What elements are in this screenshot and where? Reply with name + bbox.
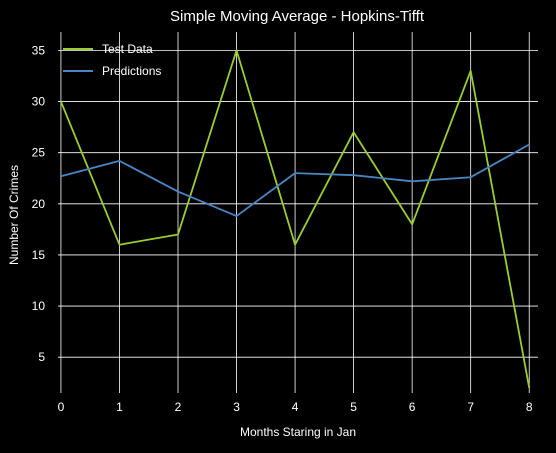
y-tick-label: 25 — [32, 146, 46, 160]
y-tick-label: 5 — [38, 350, 45, 364]
x-tick-label: 5 — [350, 400, 357, 414]
legend-label: Predictions — [102, 64, 161, 78]
x-tick-label: 7 — [467, 400, 474, 414]
y-tick-label: 15 — [32, 248, 46, 262]
chart-title: Simple Moving Average - Hopkins-Tifft — [170, 8, 425, 25]
y-axis-label: Number Of Crimes — [7, 165, 21, 265]
tick-labels: 0 1 2 3 4 5 6 7 8 5 10 15 20 25 30 35 — [32, 43, 533, 414]
x-tick-label: 1 — [116, 400, 123, 414]
x-tick-label: 6 — [409, 400, 416, 414]
x-tick-label: 2 — [175, 400, 182, 414]
y-tick-label: 35 — [32, 43, 46, 57]
y-tick-label: 10 — [32, 299, 46, 313]
x-tick-label: 4 — [292, 400, 299, 414]
y-tick-label: 30 — [32, 95, 46, 109]
x-tick-label: 8 — [526, 400, 533, 414]
legend-label: Test Data — [102, 42, 153, 56]
x-tick-label: 3 — [233, 400, 240, 414]
x-tick-label: 0 — [58, 400, 65, 414]
legend: Test Data Predictions — [63, 42, 161, 78]
y-tick-label: 20 — [32, 197, 46, 211]
x-axis-label: Months Staring in Jan — [240, 425, 356, 439]
grid-lines — [58, 32, 538, 393]
